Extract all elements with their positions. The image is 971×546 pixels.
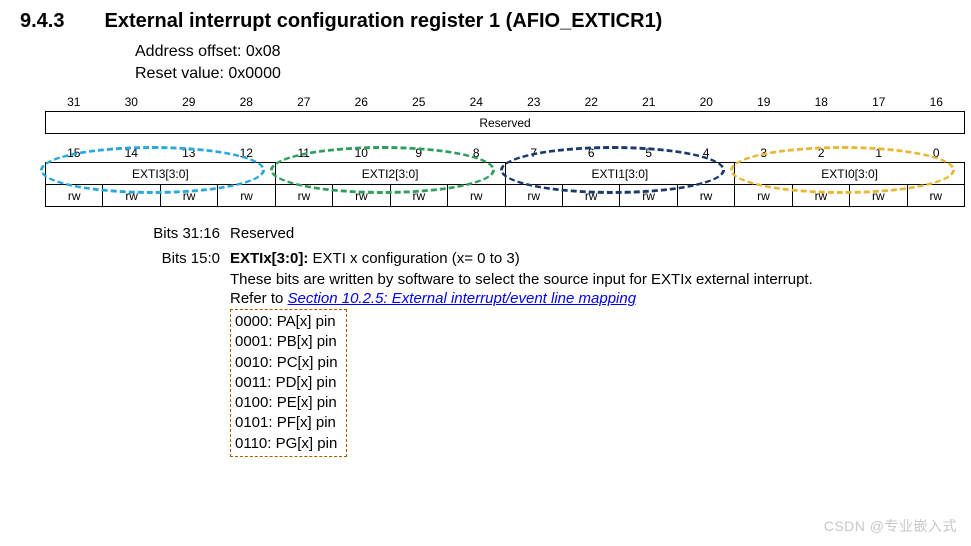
bits-high-text: Reserved <box>230 225 951 242</box>
bitnum: 10 <box>333 146 391 160</box>
bitnum: 21 <box>620 95 678 109</box>
bitnum: 3 <box>735 146 793 160</box>
bitnum: 22 <box>563 95 621 109</box>
rw-cell: rw <box>275 185 332 207</box>
bitnum: 16 <box>908 95 966 109</box>
pin-line: 0011: PD[x] pin <box>235 373 338 393</box>
field-name: EXTIx[3:0]: <box>230 250 308 267</box>
pin-line: 0101: PF[x] pin <box>235 413 338 433</box>
field-explain: These bits are written by software to se… <box>230 271 951 288</box>
rw-cell: rw <box>792 185 849 207</box>
field-exti3: EXTI3[3:0] <box>46 163 276 185</box>
bitnum: 4 <box>678 146 736 160</box>
rw-row: rwrwrwrw rwrwrwrw rwrwrwrw rwrwrwrw <box>46 185 965 207</box>
watermark: CSDN @专业嵌入式 <box>824 516 957 536</box>
bitnum: 17 <box>850 95 908 109</box>
address-offset: Address offset: 0x08 <box>135 43 951 61</box>
rw-cell: rw <box>390 185 447 207</box>
bitnum: 18 <box>793 95 851 109</box>
rw-cell: rw <box>103 185 160 207</box>
field-exti2: EXTI2[3:0] <box>275 163 505 185</box>
section-number: 9.4.3 <box>20 10 64 33</box>
rw-cell: rw <box>850 185 907 207</box>
bitnum: 20 <box>678 95 736 109</box>
bitnum: 25 <box>390 95 448 109</box>
register-diagram: 31 30 29 28 27 26 25 24 23 22 21 20 19 1… <box>20 95 951 207</box>
bit-numbers-low: 15 14 13 12 11 10 9 8 7 6 5 4 3 2 1 0 <box>45 146 965 160</box>
section-title: External interrupt configuration registe… <box>104 10 662 33</box>
bits-low-label: Bits 15:0 <box>135 250 230 457</box>
reset-value: Reset value: 0x0000 <box>135 65 951 83</box>
field-exti0: EXTI0[3:0] <box>735 163 965 185</box>
fields-row: EXTI3[3:0] EXTI2[3:0] EXTI1[3:0] EXTI0[3… <box>45 162 965 207</box>
bitnum: 31 <box>45 95 103 109</box>
rw-cell: rw <box>907 185 964 207</box>
rw-cell: rw <box>562 185 619 207</box>
bitnum: 13 <box>160 146 218 160</box>
rw-cell: rw <box>160 185 217 207</box>
pin-line: 0100: PE[x] pin <box>235 393 338 413</box>
pin-line: 0000: PA[x] pin <box>235 312 338 332</box>
rw-cell: rw <box>505 185 562 207</box>
bitnum: 26 <box>333 95 391 109</box>
bitnum: 1 <box>850 146 908 160</box>
bitnum: 19 <box>735 95 793 109</box>
bitnum: 11 <box>275 146 333 160</box>
rw-cell: rw <box>46 185 103 207</box>
bitnum: 0 <box>908 146 966 160</box>
rw-cell: rw <box>333 185 390 207</box>
bitnum: 7 <box>505 146 563 160</box>
rw-cell: rw <box>218 185 275 207</box>
reserved-cell: Reserved <box>46 112 965 134</box>
refer-prefix: Refer to <box>230 290 288 307</box>
bitnum: 6 <box>563 146 621 160</box>
refer-link[interactable]: Section 10.2.5: External interrupt/event… <box>288 290 637 307</box>
bits-high-label: Bits 31:16 <box>135 225 230 242</box>
reserved-row: Reserved <box>45 111 965 134</box>
bitnum: 30 <box>103 95 161 109</box>
rw-cell: rw <box>620 185 677 207</box>
bitnum: 24 <box>448 95 506 109</box>
rw-cell: rw <box>677 185 734 207</box>
bitnum: 15 <box>45 146 103 160</box>
bit-numbers-high: 31 30 29 28 27 26 25 24 23 22 21 20 19 1… <box>45 95 965 109</box>
bitnum: 29 <box>160 95 218 109</box>
bitnum: 14 <box>103 146 161 160</box>
bitnum: 2 <box>793 146 851 160</box>
pin-line: 0001: PB[x] pin <box>235 332 338 352</box>
rw-cell: rw <box>735 185 792 207</box>
pin-line: 0010: PC[x] pin <box>235 353 338 373</box>
field-exti1: EXTI1[3:0] <box>505 163 735 185</box>
bitnum: 23 <box>505 95 563 109</box>
bitnum: 27 <box>275 95 333 109</box>
bitnum: 8 <box>448 146 506 160</box>
bitnum: 28 <box>218 95 276 109</box>
pin-mapping-box: 0000: PA[x] pin 0001: PB[x] pin 0010: PC… <box>230 309 347 457</box>
rw-cell: rw <box>448 185 505 207</box>
bitnum: 12 <box>218 146 276 160</box>
field-text: EXTI x configuration (x= 0 to 3) <box>308 250 519 267</box>
pin-line: 0110: PG[x] pin <box>235 434 338 454</box>
bitnum: 9 <box>390 146 448 160</box>
bitnum: 5 <box>620 146 678 160</box>
